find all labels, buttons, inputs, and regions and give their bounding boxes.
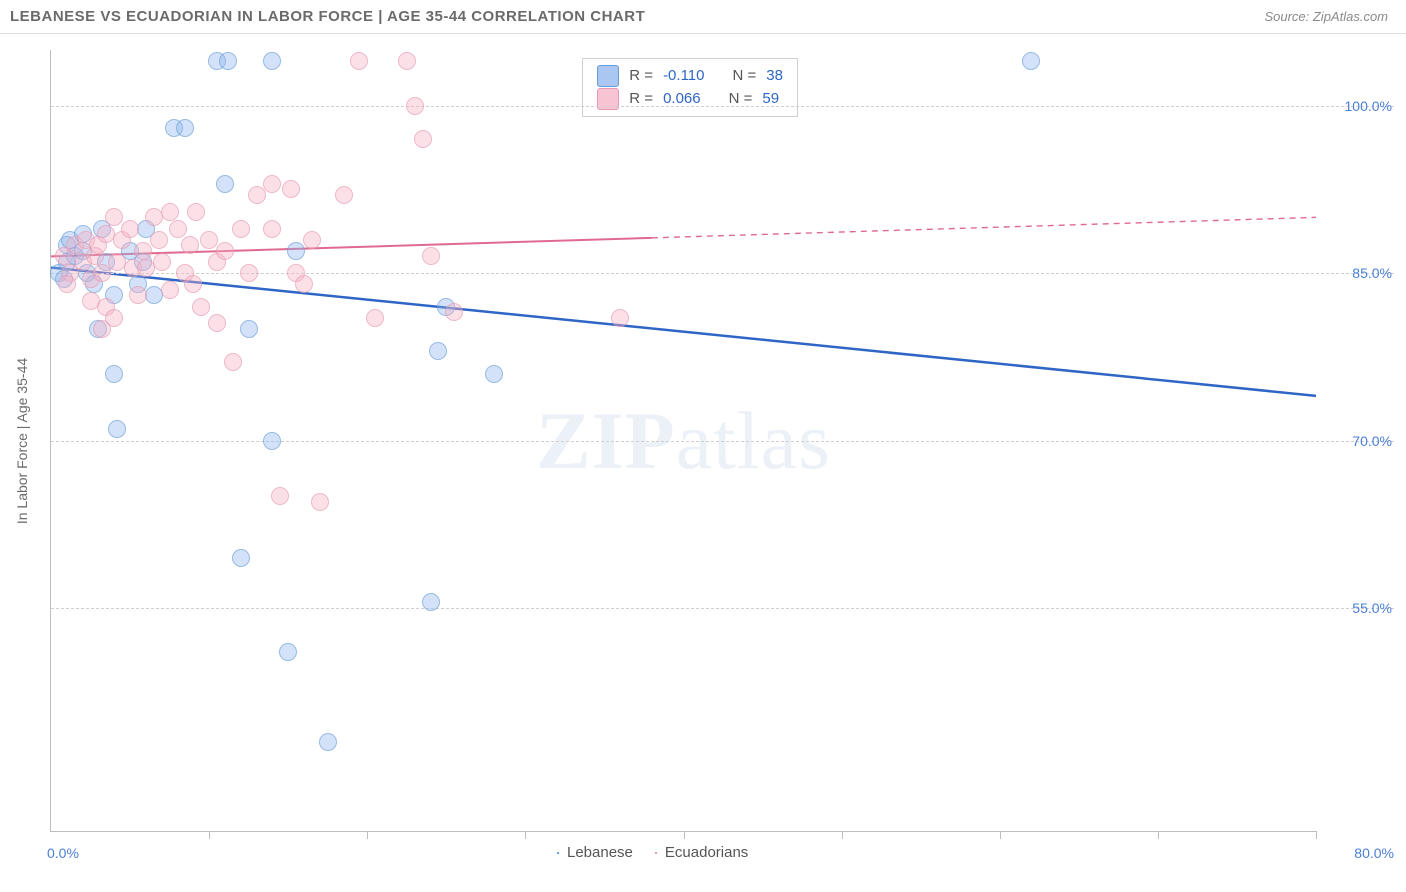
data-point [485, 365, 503, 383]
legend-item: Lebanese [557, 844, 633, 861]
x-tick [1316, 831, 1317, 839]
data-point [134, 242, 152, 260]
data-point [176, 119, 194, 137]
data-point [216, 175, 234, 193]
data-point [311, 493, 329, 511]
gridline [51, 106, 1394, 107]
legend-stats: R = -0.110 N = 38 R = 0.066 N = 59 [582, 58, 798, 117]
data-point [287, 242, 305, 260]
data-point [406, 97, 424, 115]
x-tick [525, 831, 526, 839]
source-attribution: Source: ZipAtlas.com [1264, 9, 1388, 24]
data-point [319, 733, 337, 751]
data-point [232, 549, 250, 567]
y-tick-label: 70.0% [1322, 433, 1392, 449]
legend-stats-row: R = -0.110 N = 38 [597, 65, 783, 88]
data-point [216, 242, 234, 260]
data-point [263, 220, 281, 238]
data-point [161, 203, 179, 221]
data-point [414, 130, 432, 148]
data-point [248, 186, 266, 204]
y-tick-label: 55.0% [1322, 600, 1392, 616]
y-axis-label: In Labor Force | Age 35-44 [14, 358, 30, 524]
x-tick [367, 831, 368, 839]
data-point [108, 420, 126, 438]
data-point [282, 180, 300, 198]
data-point [224, 353, 242, 371]
data-point [121, 220, 139, 238]
data-point [150, 231, 168, 249]
x-tick [209, 831, 210, 839]
legend-swatch-blue [597, 65, 619, 87]
x-axis-max-label: 80.0% [1324, 845, 1394, 861]
data-point [263, 52, 281, 70]
data-point [303, 231, 321, 249]
data-point [335, 186, 353, 204]
legend-label-2: Ecuadorians [665, 844, 748, 861]
x-tick [1000, 831, 1001, 839]
data-point [429, 342, 447, 360]
legend-swatch-pink [655, 852, 657, 854]
data-point [366, 309, 384, 327]
data-point [611, 309, 629, 327]
x-tick [1158, 831, 1159, 839]
data-point [263, 432, 281, 450]
data-point [169, 220, 187, 238]
data-point [422, 593, 440, 611]
legend-item: Ecuadorians [655, 844, 748, 861]
x-tick [684, 831, 685, 839]
data-point [200, 231, 218, 249]
data-point [398, 52, 416, 70]
data-point [271, 487, 289, 505]
data-point [240, 320, 258, 338]
r-label: R = [629, 65, 653, 88]
legend-series: Lebanese Ecuadorians [557, 844, 748, 861]
data-point [129, 286, 147, 304]
data-point [105, 309, 123, 327]
x-tick [842, 831, 843, 839]
data-point [58, 275, 76, 293]
data-point [1022, 52, 1040, 70]
data-point [93, 264, 111, 282]
data-point [192, 298, 210, 316]
chart-title: LEBANESE VS ECUADORIAN IN LABOR FORCE | … [10, 8, 645, 25]
data-point [105, 208, 123, 226]
data-point [445, 303, 463, 321]
data-point [153, 253, 171, 271]
plot-area: ZIPatlas R = -0.110 N = 38 R = 0.066 N =… [50, 50, 1316, 832]
n-label: N = [732, 65, 756, 88]
data-point [105, 365, 123, 383]
y-tick-label: 85.0% [1322, 265, 1392, 281]
data-point [208, 314, 226, 332]
chart-header: LEBANESE VS ECUADORIAN IN LABOR FORCE | … [0, 0, 1406, 34]
data-point [184, 275, 202, 293]
data-point [161, 281, 179, 299]
data-point [232, 220, 250, 238]
data-point [279, 643, 297, 661]
data-point [295, 275, 313, 293]
data-point [240, 264, 258, 282]
legend-swatch-blue [557, 852, 559, 854]
data-point [181, 236, 199, 254]
x-axis-min-label: 0.0% [47, 845, 79, 861]
data-point [422, 247, 440, 265]
y-tick-label: 100.0% [1322, 98, 1392, 114]
legend-label-1: Lebanese [567, 844, 633, 861]
gridline [51, 441, 1394, 442]
data-point [219, 52, 237, 70]
r-value-1: -0.110 [663, 65, 704, 88]
data-point [263, 175, 281, 193]
data-point [350, 52, 368, 70]
data-point [187, 203, 205, 221]
chart-container: In Labor Force | Age 35-44 ZIPatlas R = … [36, 50, 1394, 832]
gridline [51, 608, 1394, 609]
n-value-1: 38 [766, 65, 783, 88]
